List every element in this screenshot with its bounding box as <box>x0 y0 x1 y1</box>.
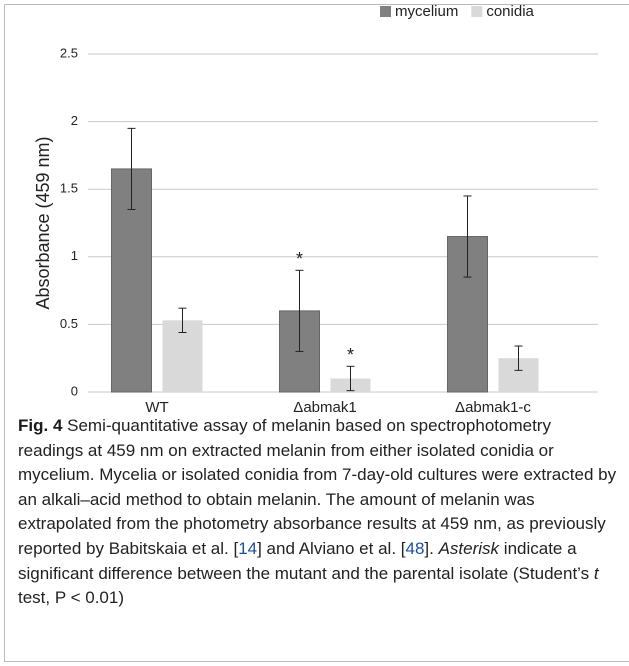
y-tick-label: 2.5 <box>60 45 78 60</box>
y-tick-label: 1.5 <box>60 181 78 196</box>
y-axis-label: Absorbance (459 nm) <box>33 136 53 309</box>
y-tick-label: 0 <box>71 383 78 398</box>
y-tick-label: 0.5 <box>60 316 78 331</box>
caption-text[interactable]: 14 <box>238 538 258 558</box>
legend-swatch <box>471 6 483 17</box>
legend-label: mycelium <box>395 3 458 20</box>
caption: Fig. 4 Semi-quantitative assay of melani… <box>18 414 618 611</box>
caption-text: t <box>593 563 599 583</box>
y-tick-label: 1 <box>71 248 78 263</box>
caption-text: test, P < 0.01) <box>18 588 125 608</box>
annotation: * <box>347 345 354 365</box>
caption-text: ] and Alviano et al. [ <box>257 538 406 558</box>
x-tick-label: Δabmak1 <box>293 399 356 412</box>
figure-label: Fig. 4 <box>18 416 63 435</box>
legend-label: conidia <box>486 3 534 20</box>
frame <box>4 4 629 662</box>
caption-text[interactable]: 48 <box>405 538 425 558</box>
y-tick-label: 2 <box>71 113 78 128</box>
caption-text: ]. <box>424 538 439 558</box>
annotation: * <box>296 249 303 269</box>
x-tick-label: Δabmak1-c <box>455 399 531 412</box>
legend-swatch <box>380 6 391 17</box>
caption-text: Semi-quantitative assay of melanin based… <box>18 416 617 558</box>
caption-text: indicate a significant difference betwee… <box>18 538 594 583</box>
caption-text: Asterisk <box>438 538 500 558</box>
x-tick-label: WT <box>145 399 168 412</box>
chart: 0 0.5 1 1.5 2 2.5 Absorbance (459 nm) WT Δabmak1… <box>33 3 598 412</box>
